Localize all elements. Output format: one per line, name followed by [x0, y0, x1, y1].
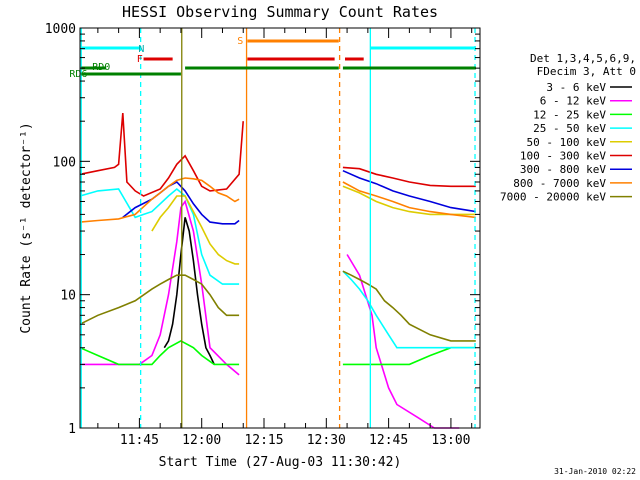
series-line-8-1: [342, 270, 476, 342]
legend-label-2: 12 - 25 keV: [533, 108, 606, 121]
y-tick-label-0: 1: [68, 422, 76, 437]
flag-label-n: N: [138, 44, 144, 55]
y-axis-label: Count Rate (s⁻¹ detector⁻¹): [19, 122, 34, 333]
x-tick-label-5: 13:00: [431, 433, 470, 448]
legend-header-1: FDecim 3, Att 0: [537, 65, 636, 78]
x-tick-label-2: 12:15: [244, 433, 283, 448]
series-line-6-1: [342, 169, 476, 213]
series-line-7-0: [79, 177, 240, 223]
series-line-4-1: [342, 185, 476, 216]
y-tick-label-3: 1000: [45, 22, 76, 37]
flag-label-f: F: [137, 54, 143, 65]
flag-label-rd6: RD6: [69, 69, 87, 80]
x-axis-label: Start Time (27-Aug-03 11:30:42): [159, 455, 402, 470]
series-line-1-0: [80, 199, 240, 376]
y-tick-label-2: 100: [53, 155, 76, 170]
series-line-8-0: [79, 274, 240, 325]
series-line-2-0: [79, 339, 240, 366]
legend-label-4: 50 - 100 keV: [527, 136, 607, 149]
series-layer: [79, 113, 476, 429]
plot-frame: [79, 27, 481, 429]
overlay-layer: NF S RD0 RD6: [69, 28, 476, 428]
legend-label-0: 3 - 6 keV: [546, 81, 606, 94]
legend-label-8: 7000 - 20000 keV: [500, 191, 606, 204]
x-tick-label-3: 12:30: [307, 433, 346, 448]
series-line-3-0: [79, 187, 240, 285]
timestamp: 31-Jan-2010 02:22: [554, 467, 636, 476]
legend-header-0: Det 1,3,4,5,6,9,: [530, 52, 636, 65]
legend-label-3: 25 - 50 keV: [533, 122, 606, 135]
axis-layer: 1 10 100 1000 11:45 12:00 12:15 12:30 12:45 13:00: [45, 22, 480, 448]
x-tick-label-4: 12:45: [369, 433, 408, 448]
flag-label-rd0: RD0: [92, 62, 110, 73]
flag-label-s: S: [237, 36, 243, 47]
legend: Det 1,3,4,5,6,9,FDecim 3, Att 0 3 - 6 keV…: [500, 52, 636, 204]
series-line-5-1: [342, 166, 476, 188]
series-line-7-1: [342, 181, 476, 219]
x-tick-label-1: 12:00: [182, 433, 221, 448]
series-line-0-0: [163, 217, 215, 365]
chart-title: HESSI Observing Summary Count Rates: [122, 3, 438, 21]
legend-label-1: 6 - 12 keV: [540, 95, 607, 108]
legend-label-6: 300 - 800 keV: [520, 163, 606, 176]
series-line-1-1: [346, 254, 460, 429]
series-line-5-0: [79, 113, 244, 197]
series-line-4-0: [151, 195, 240, 265]
x-tick-label-0: 11:45: [120, 433, 159, 448]
legend-label-5: 100 - 300 keV: [520, 150, 606, 163]
legend-label-7: 800 - 7000 keV: [513, 177, 606, 190]
y-tick-label-1: 10: [60, 289, 76, 304]
series-line-3-1: [342, 270, 476, 349]
series-line-2-1: [342, 346, 476, 366]
